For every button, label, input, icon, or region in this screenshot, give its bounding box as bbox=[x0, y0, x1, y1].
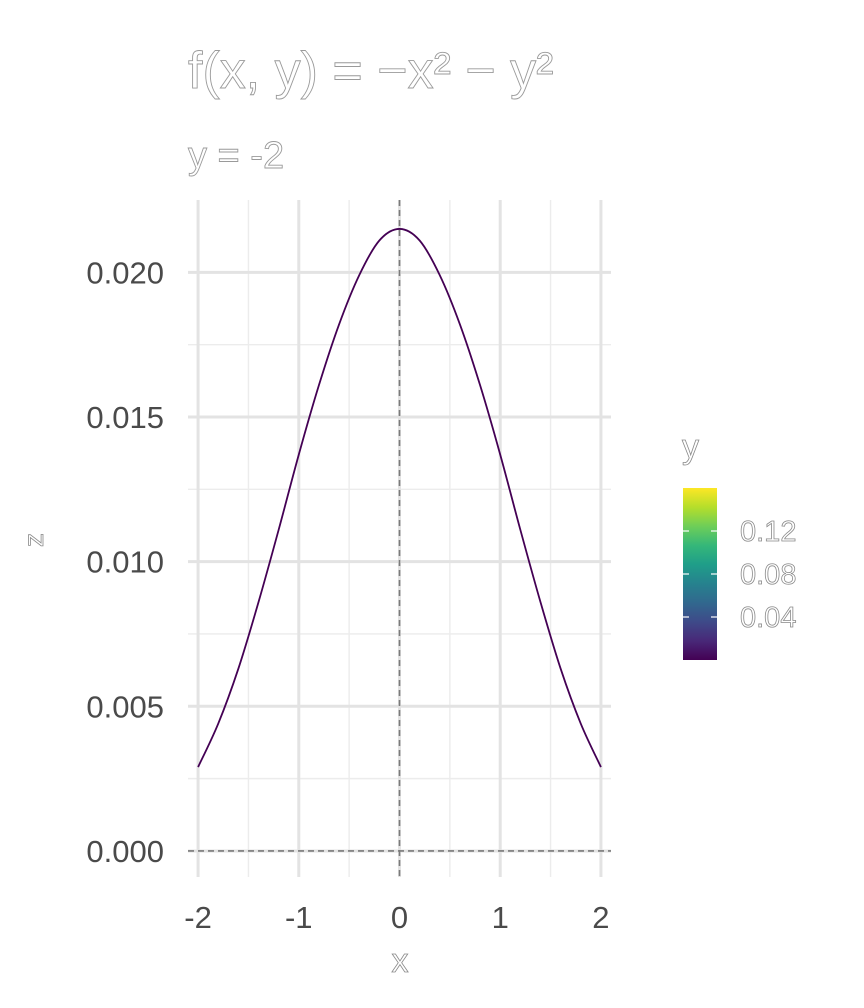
reference-lines bbox=[188, 200, 611, 877]
x-tick-label: 0 bbox=[391, 900, 408, 935]
x-tick-label: 2 bbox=[592, 900, 609, 935]
x-tick-labels: -2 -1 0 1 2 bbox=[184, 900, 609, 935]
y-tick-label: 0.005 bbox=[86, 689, 164, 724]
x-axis-label: x bbox=[392, 942, 409, 980]
y-tick-labels: 0.000 0.005 0.010 0.015 0.020 bbox=[86, 255, 164, 869]
legend-title: y bbox=[682, 428, 699, 466]
legend: y 0.04 0.08 0.12 bbox=[682, 428, 797, 660]
series-layer bbox=[197, 228, 602, 768]
legend-break-label: 0.12 bbox=[740, 516, 796, 548]
y-tick-label: 0.010 bbox=[86, 545, 164, 580]
chart-title: f(x, y) = −x² − y² bbox=[188, 42, 554, 100]
legend-break-label: 0.04 bbox=[740, 602, 796, 634]
x-tick-label: -1 bbox=[285, 900, 313, 935]
y-tick-label: 0.015 bbox=[86, 400, 164, 435]
y-tick-label: 0.020 bbox=[86, 255, 164, 290]
y-tick-label: 0.000 bbox=[86, 834, 164, 869]
legend-ticks: 0.04 0.08 0.12 bbox=[683, 516, 797, 634]
legend-break-label: 0.08 bbox=[740, 559, 796, 591]
y-axis-label: z bbox=[18, 533, 49, 547]
series-line bbox=[197, 228, 602, 768]
x-tick-label: 1 bbox=[492, 900, 509, 935]
chart-subtitle: y = -2 bbox=[188, 135, 284, 177]
x-tick-label: -2 bbox=[184, 900, 212, 935]
